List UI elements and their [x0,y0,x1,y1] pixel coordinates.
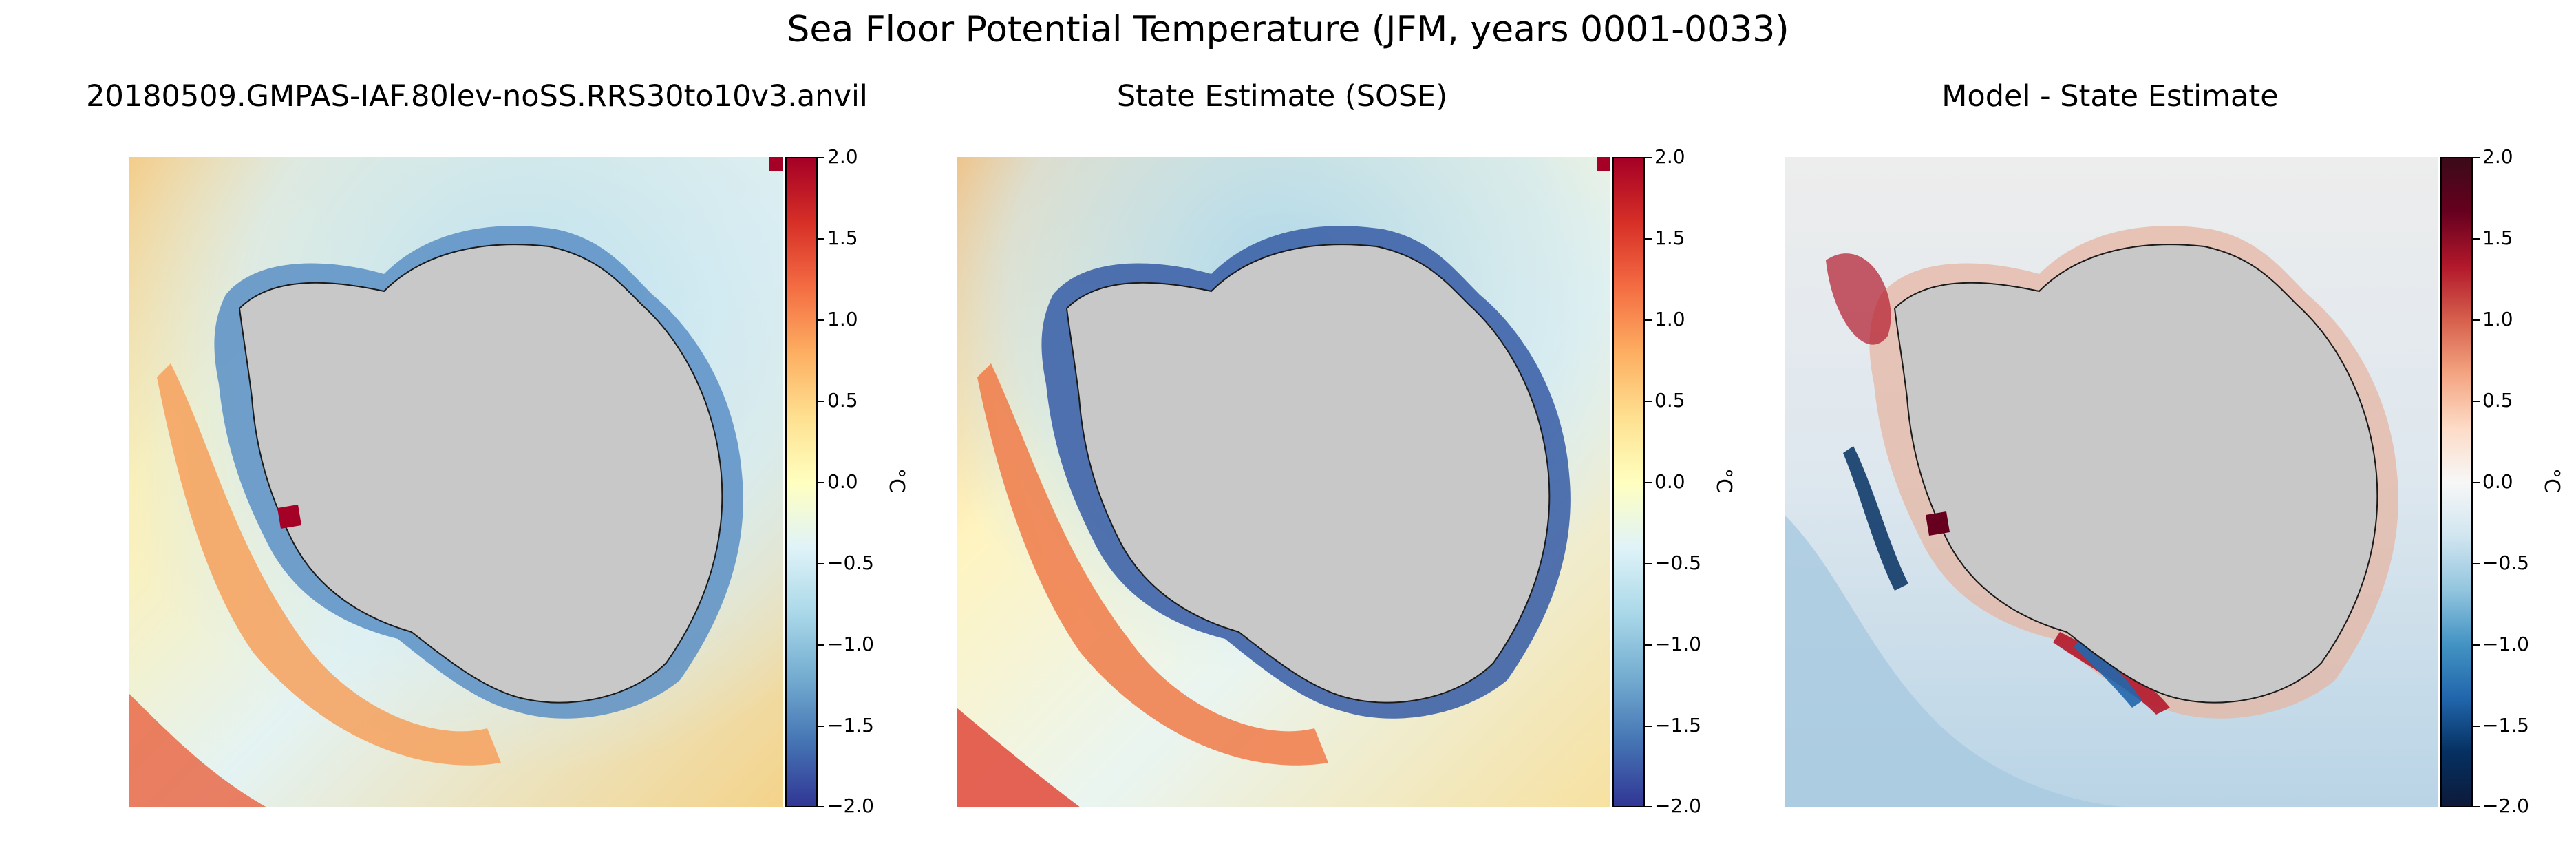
antarctica-land [1893,244,2378,704]
tick-label: −2.0 [827,794,874,817]
tick-mark [818,319,824,321]
panel-3-colorbar [2440,157,2473,807]
tick-label: −2.0 [2482,794,2529,817]
tick-label: −1.5 [827,714,874,737]
figure-title: Sea Floor Potential Temperature (JFM, ye… [787,9,1789,50]
tick-mark [2473,319,2480,321]
tick-label: −1.0 [2482,633,2529,655]
panel-2-title: State Estimate (SOSE) [1116,79,1448,114]
tick-mark [1645,482,1652,483]
tick-label: 1.0 [1654,308,1685,330]
tick-mark [818,238,824,240]
tick-mark [2473,644,2480,646]
tick-mark [1645,157,1652,158]
panel-1-colorbar-unit: °C [884,468,908,493]
tick-mark [818,806,824,807]
antarctica-land [1065,244,1551,704]
tick-label: −0.5 [827,551,874,574]
tick-mark [1645,238,1652,240]
tick-label: 1.0 [2482,308,2513,330]
tick-mark [1645,563,1652,564]
tick-mark [2473,726,2480,727]
tick-label: −1.0 [1654,633,1701,655]
tick-label: 1.0 [827,308,858,330]
tick-label: −2.0 [1654,794,1701,817]
panel-2-map [957,157,1610,807]
tick-mark [818,726,824,727]
tick-mark [2473,563,2480,564]
antarctica-land [238,244,723,704]
tick-label: 2.0 [2482,145,2513,168]
tick-mark [2473,806,2480,807]
tick-label: 2.0 [827,145,858,168]
tick-label: −0.5 [2482,551,2529,574]
tick-label: −1.5 [1654,714,1701,737]
tick-label: 0.0 [2482,470,2513,493]
tick-mark [818,644,824,646]
panel-2-colorbar [1612,157,1645,807]
panel-3-title: Model - State Estimate [1941,79,2279,114]
tick-label: 0.0 [827,470,858,493]
tick-mark [818,563,824,564]
panel-1-colorbar [785,157,818,807]
tick-mark [2473,238,2480,240]
tick-mark [2473,401,2480,402]
tick-label: 0.0 [1654,470,1685,493]
panel-2-colorbar-unit: °C [1712,468,1736,493]
panel-1-map [129,157,783,807]
tick-mark [818,401,824,402]
tick-label: 0.5 [1654,389,1685,412]
tick-mark [1645,644,1652,646]
tick-mark [1645,319,1652,321]
panel-1-title: 20180509.GMPAS-IAF.80lev-noSS.RRS30to10v… [86,79,868,114]
tick-label: 0.5 [2482,389,2513,412]
tick-mark [1645,806,1652,807]
tick-mark [2473,482,2480,483]
panel-3-colorbar-unit: °C [2540,468,2564,493]
tick-label: 1.5 [2482,226,2513,249]
tick-mark [818,157,824,158]
tick-label: −1.0 [827,633,874,655]
tick-label: −0.5 [1654,551,1701,574]
tick-mark [1645,726,1652,727]
tick-mark [818,482,824,483]
tick-label: 1.5 [827,226,858,249]
tick-label: −1.5 [2482,714,2529,737]
tick-label: 1.5 [1654,226,1685,249]
tick-mark [1645,401,1652,402]
panel-3-map [1785,157,2438,807]
tick-label: 2.0 [1654,145,1685,168]
tick-label: 0.5 [827,389,858,412]
tick-mark [2473,157,2480,158]
